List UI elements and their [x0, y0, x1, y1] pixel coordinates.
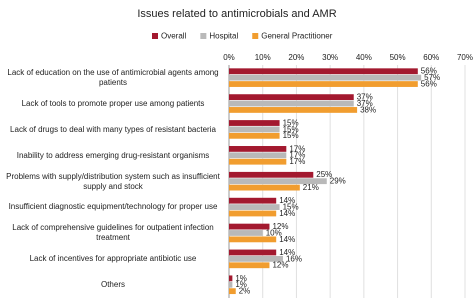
value-label: 14%	[279, 248, 295, 257]
x-tick-label: 70%	[457, 53, 473, 62]
bar	[229, 178, 327, 185]
category-label: Lack of education on the use of antimicr…	[7, 67, 219, 87]
value-label: 15%	[283, 118, 299, 127]
bar	[229, 158, 287, 165]
chart-title: Issues related to antimicrobials and AMR	[137, 8, 336, 20]
category-label: Lack of incentives for appropriate antib…	[29, 254, 197, 264]
value-label: 25%	[316, 170, 332, 179]
value-label: 12%	[272, 222, 288, 231]
bar	[229, 197, 277, 204]
bar	[229, 288, 236, 295]
value-label: 38%	[360, 105, 376, 114]
bar	[229, 204, 280, 210]
value-label: 2%	[239, 287, 251, 296]
value-label: 17%	[289, 144, 305, 153]
value-label: 37%	[357, 99, 373, 108]
value-label: 10%	[266, 228, 282, 237]
bar	[229, 249, 277, 256]
category-label: Others	[100, 280, 125, 290]
x-tick-label: 10%	[255, 53, 271, 62]
value-label: 14%	[279, 209, 295, 218]
value-label: 56%	[421, 79, 437, 88]
x-tick-label: 60%	[423, 53, 439, 62]
value-label: 21%	[303, 183, 319, 192]
bar	[229, 152, 287, 159]
bar	[229, 223, 270, 230]
bar	[229, 236, 277, 243]
category-label: Problems with supply/distribution system…	[6, 171, 220, 191]
x-tick-label: 0%	[223, 53, 235, 62]
category-label: Lack of drugs to deal with many types of…	[10, 124, 216, 134]
value-label: 15%	[283, 131, 299, 140]
bar	[229, 184, 300, 191]
bar	[229, 68, 418, 75]
bar	[229, 107, 358, 113]
x-tick-label: 50%	[390, 53, 406, 62]
bar	[229, 81, 418, 87]
value-label: 14%	[279, 196, 295, 205]
bar	[229, 210, 277, 217]
value-label: 17%	[289, 151, 305, 160]
value-label: 12%	[272, 261, 288, 270]
bar	[229, 74, 422, 81]
bar	[229, 94, 354, 101]
value-label: 56%	[421, 67, 437, 76]
category-label: Inability to address emerging drug-resis…	[16, 150, 210, 160]
legend-swatch	[252, 33, 259, 39]
legend-swatch	[200, 33, 207, 39]
bar	[229, 171, 314, 178]
bar	[229, 132, 280, 139]
value-label: 29%	[330, 177, 346, 186]
bar	[229, 230, 263, 236]
bar	[229, 100, 354, 107]
x-tick-label: 40%	[356, 53, 372, 62]
value-label: 15%	[283, 202, 299, 211]
x-tick-label: 30%	[322, 53, 338, 62]
bar	[229, 126, 280, 133]
value-label: 1%	[235, 274, 247, 283]
category-label: Lack of comprehensive guidelines for out…	[12, 223, 214, 243]
x-tick-label: 20%	[288, 53, 304, 62]
bar	[229, 255, 283, 262]
category-label: Lack of tools to promote proper use amon…	[21, 98, 205, 108]
value-label: 17%	[289, 157, 305, 166]
legend-swatch	[152, 33, 158, 39]
value-label: 1%	[235, 280, 247, 289]
bar	[229, 146, 287, 152]
value-label: 15%	[283, 125, 299, 134]
value-label: 16%	[286, 254, 302, 263]
value-label: 37%	[357, 93, 373, 102]
value-label: 57%	[424, 73, 440, 82]
bar	[229, 120, 280, 126]
bar	[229, 281, 233, 288]
bar	[229, 262, 270, 269]
bar	[229, 275, 233, 282]
legend-label: General Practitioner	[261, 32, 332, 41]
category-label: Insufficient diagnostic equipment/techno…	[8, 202, 218, 212]
legend-label: Hospital	[209, 32, 238, 41]
legend-label: Overall	[161, 32, 187, 41]
value-label: 14%	[279, 235, 295, 244]
